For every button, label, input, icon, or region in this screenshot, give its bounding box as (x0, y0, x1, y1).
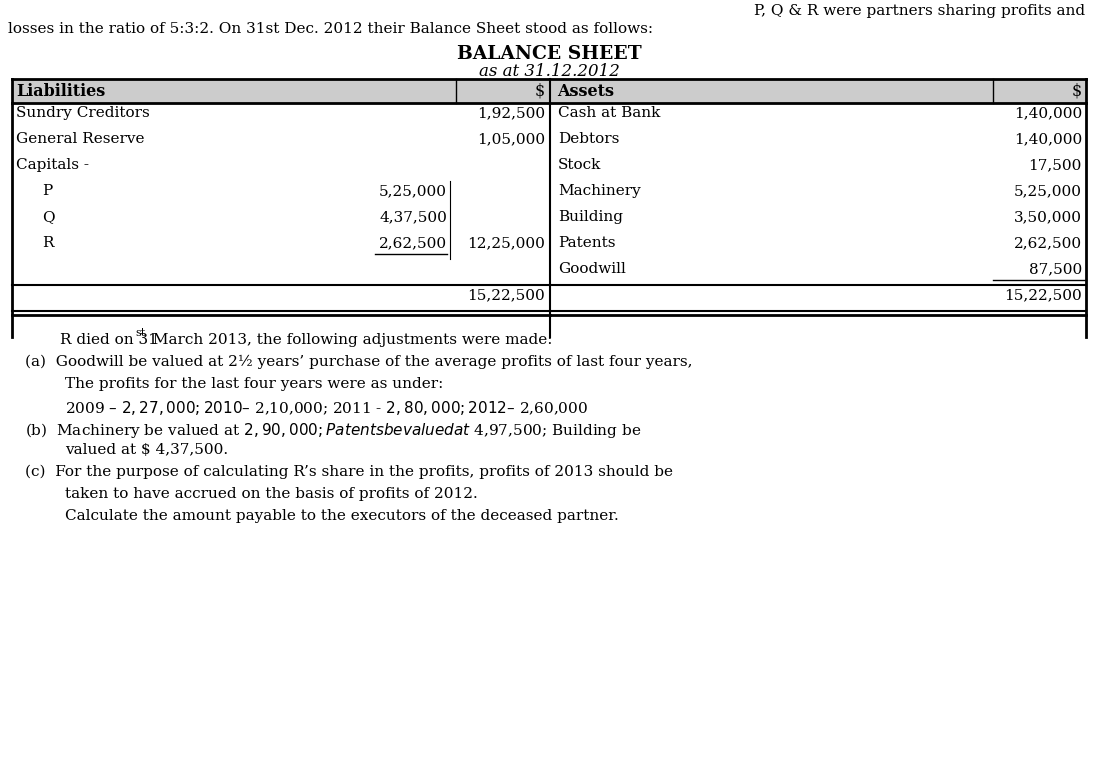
Text: st: st (135, 328, 146, 338)
Text: $: $ (535, 83, 545, 100)
Text: (a)  Goodwill be valued at 2½ years’ purchase of the average profits of last fou: (a) Goodwill be valued at 2½ years’ purc… (25, 355, 693, 370)
Text: Capitals -: Capitals - (16, 158, 89, 172)
Text: Patents: Patents (558, 236, 616, 250)
Text: 3,50,000: 3,50,000 (1013, 210, 1082, 224)
Text: BALANCE SHEET: BALANCE SHEET (457, 45, 641, 63)
Text: Stock: Stock (558, 158, 602, 172)
Text: P, Q & R were partners sharing profits and: P, Q & R were partners sharing profits a… (754, 4, 1085, 18)
Text: (b)  Machinery be valued at $ 2,90,000; Patents be valued at $ 4,97,500; Buildin: (b) Machinery be valued at $ 2,90,000; P… (25, 421, 641, 440)
Text: Debtors: Debtors (558, 132, 619, 146)
Text: 15,22,500: 15,22,500 (1005, 288, 1082, 302)
Text: Sundry Creditors: Sundry Creditors (16, 106, 149, 120)
Text: 1,05,000: 1,05,000 (477, 132, 545, 146)
Text: 1,92,500: 1,92,500 (477, 106, 545, 120)
Text: valued at $ 4,37,500.: valued at $ 4,37,500. (65, 443, 228, 457)
Text: 2009 – $ 2,27,000; 2010 – $ 2,10,000; 2011 - $ 2,80,000; 2012 – $ 2,60,000: 2009 – $ 2,27,000; 2010 – $ 2,10,000; 20… (65, 399, 589, 417)
Text: Cash at Bank: Cash at Bank (558, 106, 660, 120)
Text: 4,37,500: 4,37,500 (379, 210, 447, 224)
Text: The profits for the last four years were as under:: The profits for the last four years were… (65, 377, 444, 391)
Text: 2,62,500: 2,62,500 (379, 236, 447, 250)
Text: as at 31.12.2012: as at 31.12.2012 (479, 63, 619, 80)
Text: losses in the ratio of 5:3:2. On 31st Dec. 2012 their Balance Sheet stood as fol: losses in the ratio of 5:3:2. On 31st De… (8, 22, 653, 36)
Text: 87,500: 87,500 (1029, 262, 1082, 276)
Text: 17,500: 17,500 (1029, 158, 1082, 172)
Text: $: $ (1072, 83, 1082, 100)
Text: 15,22,500: 15,22,500 (468, 288, 545, 302)
Text: Goodwill: Goodwill (558, 262, 626, 276)
Text: Calculate the amount payable to the executors of the deceased partner.: Calculate the amount payable to the exec… (65, 509, 619, 523)
Text: March 2013, the following adjustments were made:: March 2013, the following adjustments we… (147, 333, 552, 347)
Text: taken to have accrued on the basis of profits of 2012.: taken to have accrued on the basis of pr… (65, 487, 478, 501)
Bar (12, 79, 1086, 103)
Text: 1,40,000: 1,40,000 (1013, 106, 1082, 120)
Text: Building: Building (558, 210, 623, 224)
Text: Assets: Assets (557, 83, 614, 100)
Text: R: R (42, 236, 54, 250)
Text: 12,25,000: 12,25,000 (467, 236, 545, 250)
Text: 1,40,000: 1,40,000 (1013, 132, 1082, 146)
Text: R died on 31: R died on 31 (60, 333, 158, 347)
Text: General Reserve: General Reserve (16, 132, 145, 146)
Text: 2,62,500: 2,62,500 (1013, 236, 1082, 250)
Text: (c)  For the purpose of calculating R’s share in the profits, profits of 2013 sh: (c) For the purpose of calculating R’s s… (25, 465, 673, 479)
Text: 5,25,000: 5,25,000 (379, 184, 447, 198)
Text: Liabilities: Liabilities (16, 83, 105, 100)
Text: Q: Q (42, 210, 55, 224)
Text: 5,25,000: 5,25,000 (1013, 184, 1082, 198)
Text: P: P (42, 184, 53, 198)
Text: Machinery: Machinery (558, 184, 641, 198)
